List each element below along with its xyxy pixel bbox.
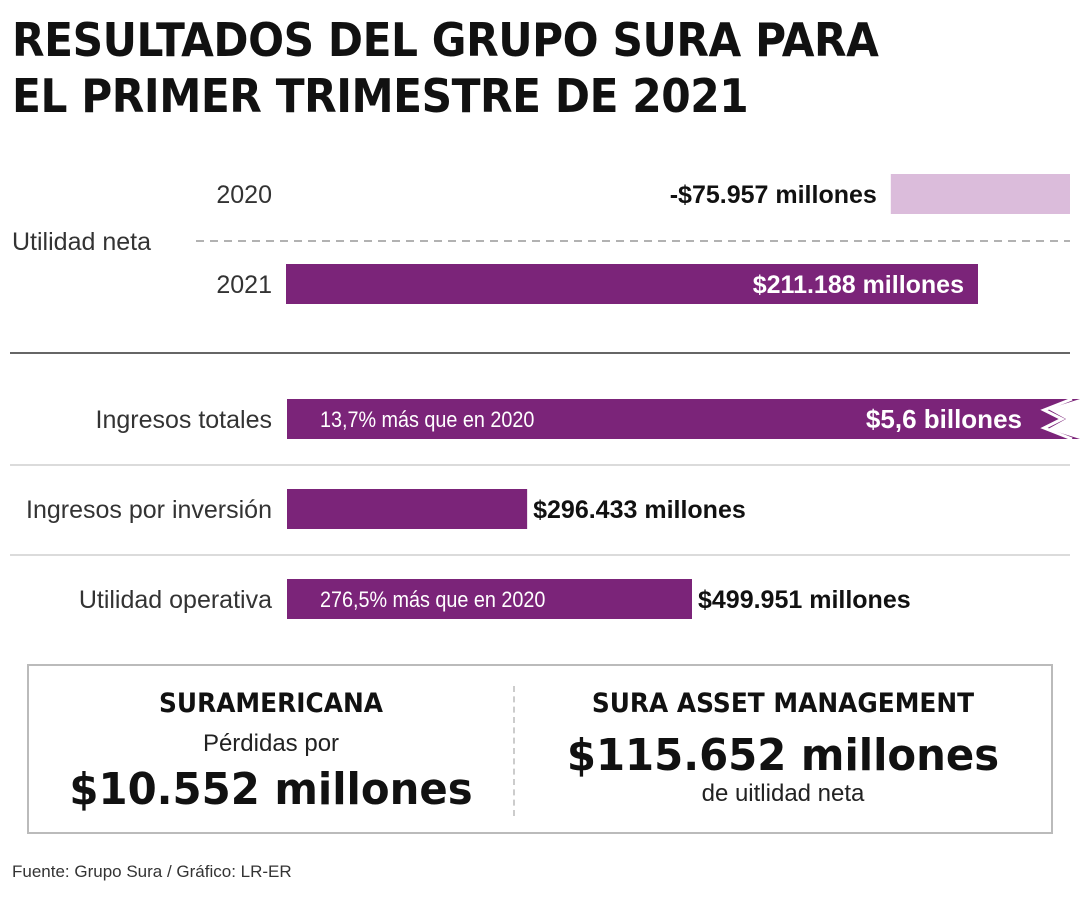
bar-utilidad-neta-2020 <box>890 174 1070 214</box>
sura-asset-heading: SURA ASSET MANAGEMENT <box>591 688 975 719</box>
sura-asset-panel: SURA ASSET MANAGEMENT $115.652 millones … <box>515 666 1051 832</box>
summary-divider <box>513 686 515 816</box>
annotation-ingresos-totales: 13,7% más que en 2020 <box>320 408 534 432</box>
sura-asset-value: $115.652 millones <box>566 730 1000 781</box>
annotation-utilidad-operativa: 276,5% más que en 2020 <box>320 588 545 612</box>
value-label-ingresos-totales: $5,6 billones <box>866 404 1022 434</box>
value-label-utilidad-neta-2021: $211.188 millones <box>753 271 964 299</box>
page-title: RESULTADOS DEL GRUPO SURA PARA EL PRIMER… <box>12 12 978 124</box>
subsidiaries-summary: SURAMERICANA Pérdidas por $10.552 millon… <box>27 664 1053 834</box>
bar-ingresos-totales <box>287 399 1080 439</box>
year-label-2021: 2021 <box>216 271 272 299</box>
title-line-2: EL PRIMER TRIMESTRE DE 2021 <box>12 69 749 123</box>
group-label-utilidad-neta: Utilidad neta <box>12 228 151 256</box>
suramericana-caption: Pérdidas por <box>202 730 340 757</box>
bar-utilidad-operativa <box>287 579 692 619</box>
suramericana-heading: SURAMERICANA <box>159 688 383 719</box>
value-label-ingresos-por-inversi-n: $296.433 millones <box>533 496 746 524</box>
results-chart: 2020 -$75.957 millones 2021 $211.188 millon… <box>10 174 1080 619</box>
suramericana-value: $10.552 millones <box>69 764 473 815</box>
title-line-1: RESULTADOS DEL GRUPO SURA PARA <box>12 13 879 67</box>
year-label-2020: 2020 <box>216 181 272 209</box>
bar-utilidad-neta-2021 <box>286 264 978 304</box>
category-label-ingresos-por-inversi-n: Ingresos por inversión <box>26 496 272 524</box>
axis-break-mark <box>1040 397 1073 441</box>
source-note: Fuente: Grupo Sura / Gráfico: LR-ER <box>12 862 292 881</box>
category-label-utilidad-operativa: Utilidad operativa <box>79 586 272 614</box>
suramericana-panel: SURAMERICANA Pérdidas por $10.552 millon… <box>29 666 513 832</box>
category-label-ingresos-totales: Ingresos totales <box>96 406 273 434</box>
sura-asset-caption: de uitlidad neta <box>701 780 865 807</box>
value-label-utilidad-operativa: $499.951 millones <box>698 586 911 614</box>
value-label-utilidad-neta-2020: -$75.957 millones <box>670 181 877 209</box>
bar-ingresos-por-inversi-n <box>287 489 528 529</box>
